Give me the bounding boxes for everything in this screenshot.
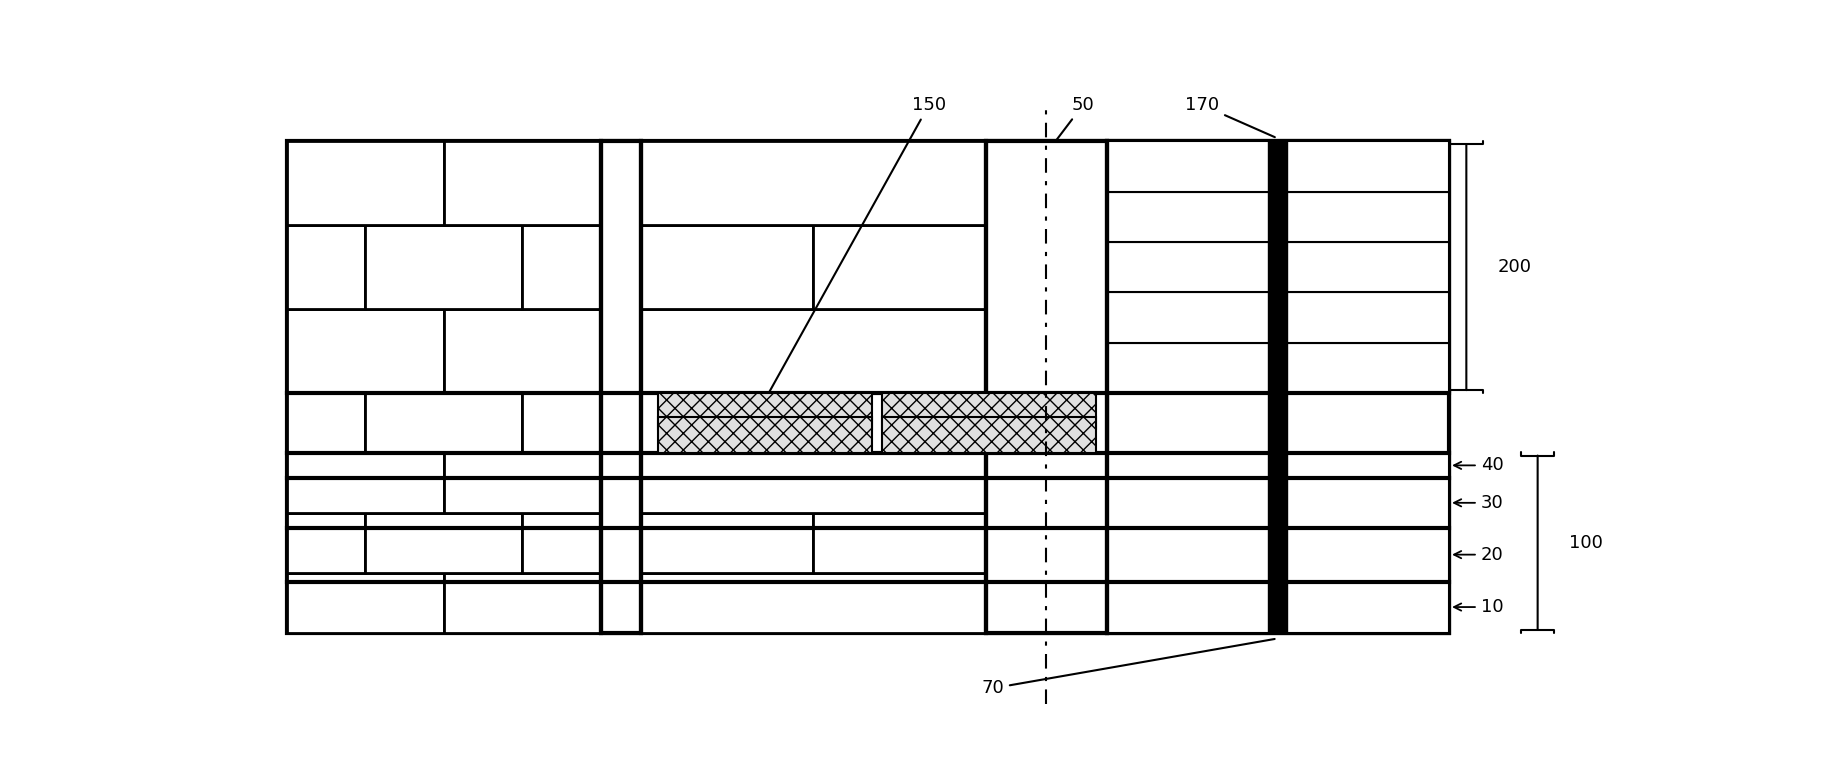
Text: 40: 40	[1453, 457, 1502, 475]
Bar	[1107, 478, 1449, 527]
Bar	[287, 142, 443, 225]
Bar	[1107, 142, 1449, 633]
Bar	[366, 513, 522, 573]
Bar	[600, 142, 640, 633]
Bar	[881, 393, 1094, 429]
Bar	[881, 417, 1094, 453]
Bar	[1107, 242, 1449, 293]
Bar	[640, 573, 986, 633]
Bar	[287, 309, 443, 393]
Bar	[813, 225, 986, 309]
Bar	[813, 513, 986, 573]
Text: 170: 170	[1184, 96, 1274, 137]
Bar	[1107, 191, 1449, 242]
Bar	[443, 453, 600, 513]
Bar	[366, 393, 522, 453]
Bar	[366, 225, 522, 309]
Text: 10: 10	[1453, 598, 1502, 616]
Bar	[640, 453, 986, 513]
Bar	[1107, 527, 1449, 582]
Bar	[658, 417, 872, 453]
Bar	[813, 393, 986, 453]
Bar	[640, 142, 986, 225]
Bar	[986, 142, 1107, 633]
Bar	[522, 393, 600, 453]
Bar	[1267, 142, 1285, 633]
Bar	[658, 393, 872, 429]
Bar	[287, 225, 366, 309]
Text: 200: 200	[1497, 258, 1530, 276]
Bar	[522, 225, 600, 309]
Text: 150: 150	[765, 96, 945, 398]
Bar	[287, 393, 366, 453]
Bar	[443, 573, 600, 633]
Bar	[1107, 142, 1449, 191]
Bar	[1107, 453, 1449, 478]
Bar	[1107, 293, 1449, 342]
Bar	[287, 573, 443, 633]
Bar	[287, 513, 366, 573]
Bar	[640, 513, 813, 573]
Bar	[522, 513, 600, 573]
Text: 30: 30	[1453, 494, 1502, 512]
Text: 20: 20	[1453, 545, 1502, 563]
Bar	[1107, 342, 1449, 393]
Bar	[1107, 582, 1449, 633]
Bar	[287, 453, 443, 513]
Text: 50: 50	[1048, 96, 1094, 151]
Bar	[640, 393, 813, 453]
Bar	[443, 309, 600, 393]
Bar	[640, 309, 986, 393]
Text: 100: 100	[1569, 534, 1602, 552]
Bar	[443, 142, 600, 225]
Bar	[287, 142, 1449, 633]
Text: 70: 70	[980, 639, 1274, 697]
Bar	[640, 225, 813, 309]
